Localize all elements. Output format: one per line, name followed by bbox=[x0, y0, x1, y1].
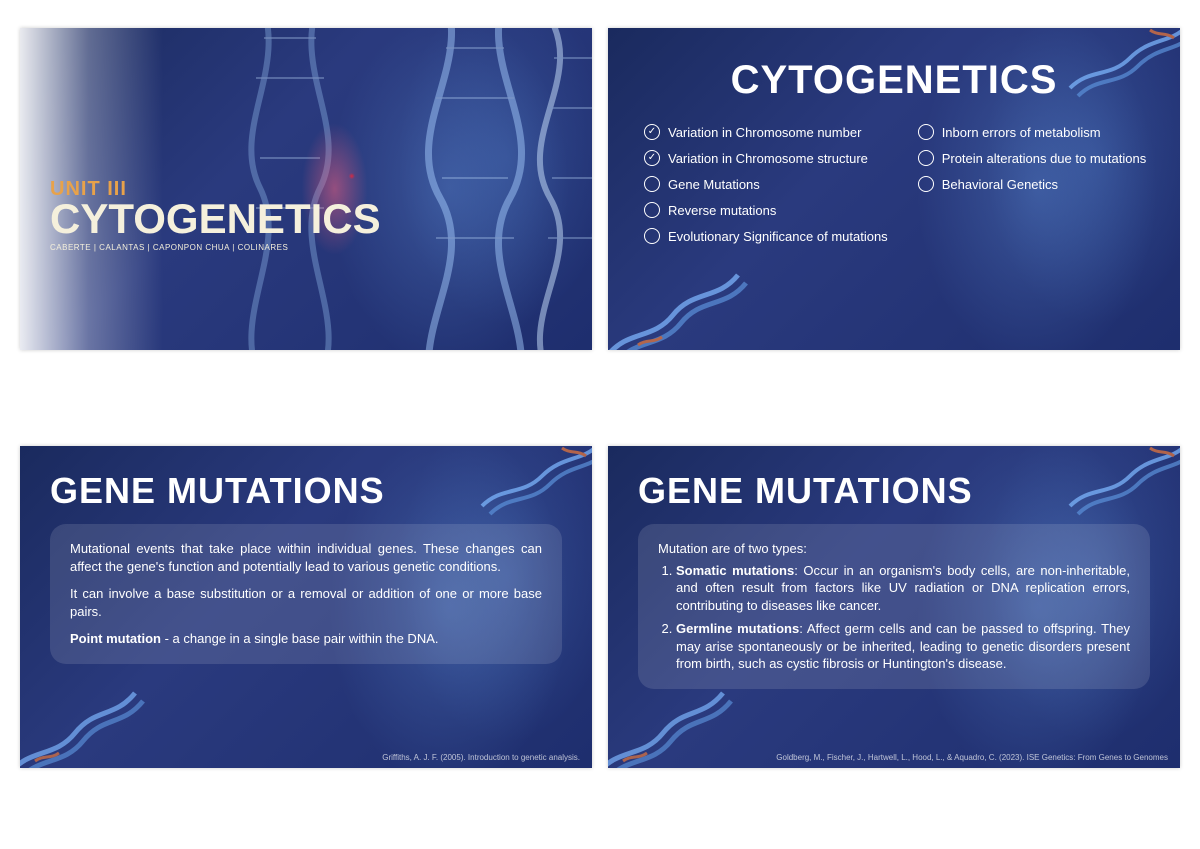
slide-gene-mutations-2: GENE MUTATIONS Mutation are of two types… bbox=[608, 446, 1180, 768]
slide3-p2: It can involve a base substitution or a … bbox=[70, 585, 542, 620]
dna-bottom-icon bbox=[20, 673, 150, 768]
slide3-citation: Griffiths, A. J. F. (2005). Introduction… bbox=[382, 753, 580, 762]
circle-icon bbox=[918, 124, 934, 140]
checklist-label: Behavioral Genetics bbox=[942, 177, 1058, 192]
slide-title: UNIT III CYTOGENETICS CABERTE | CALANTAS… bbox=[20, 28, 592, 350]
slide-overview: CYTOGENETICS ✓ Variation in Chromosome nu… bbox=[608, 28, 1180, 350]
slide-gene-mutations-1: GENE MUTATIONS Mutational events that ta… bbox=[20, 446, 592, 768]
slide3-textbox: Mutational events that take place within… bbox=[50, 524, 562, 664]
checklist-left: ✓ Variation in Chromosome number ✓ Variatio… bbox=[644, 124, 888, 244]
dna-corner-icon bbox=[1050, 446, 1180, 526]
slide4-intro: Mutation are of two types: bbox=[658, 540, 1130, 558]
slide3-p3: Point mutation - a change in a single ba… bbox=[70, 630, 542, 648]
checklist-item: Inborn errors of metabolism bbox=[918, 124, 1147, 140]
checklist-item: Gene Mutations bbox=[644, 176, 888, 192]
check-icon: ✓ bbox=[644, 124, 660, 140]
checklist-item: Protein alterations due to mutations bbox=[918, 150, 1147, 166]
circle-icon bbox=[918, 176, 934, 192]
checklist-label: Inborn errors of metabolism bbox=[942, 125, 1101, 140]
check-icon: ✓ bbox=[644, 150, 660, 166]
checklist-label: Variation in Chromosome number bbox=[668, 125, 861, 140]
checklist-label: Evolutionary Significance of mutations bbox=[668, 229, 888, 244]
checklist-columns: ✓ Variation in Chromosome number ✓ Variatio… bbox=[644, 124, 1160, 244]
slide4-item2: Germline mutations: Affect germ cells an… bbox=[676, 620, 1130, 673]
checklist-label: Protein alterations due to mutations bbox=[942, 151, 1147, 166]
checklist-item: Evolutionary Significance of mutations bbox=[644, 228, 888, 244]
checklist-item: Behavioral Genetics bbox=[918, 176, 1147, 192]
checklist-label: Gene Mutations bbox=[668, 177, 760, 192]
slide4-list: Somatic mutations: Occur in an organism'… bbox=[658, 562, 1130, 673]
slide4-item1: Somatic mutations: Occur in an organism'… bbox=[676, 562, 1130, 615]
slide2-title: CYTOGENETICS bbox=[608, 58, 1180, 103]
dna-corner-icon bbox=[462, 446, 592, 526]
slide3-title: GENE MUTATIONS bbox=[50, 470, 385, 512]
circle-icon bbox=[918, 150, 934, 166]
checklist-item: Reverse mutations bbox=[644, 202, 888, 218]
slide4-textbox: Mutation are of two types: Somatic mutat… bbox=[638, 524, 1150, 689]
checklist-item: ✓ Variation in Chromosome structure bbox=[644, 150, 888, 166]
dna-bottom-icon bbox=[608, 673, 738, 768]
circle-icon bbox=[644, 202, 660, 218]
checklist-label: Variation in Chromosome structure bbox=[668, 151, 868, 166]
checklist-right: Inborn errors of metabolism Protein alter… bbox=[918, 124, 1147, 244]
circle-icon bbox=[644, 228, 660, 244]
authors: CABERTE | CALANTAS | CAPONPON CHUA | COL… bbox=[50, 243, 381, 252]
checklist-item: ✓ Variation in Chromosome number bbox=[644, 124, 888, 140]
main-title: CYTOGENETICS bbox=[50, 199, 381, 239]
slide4-citation: Goldberg, M., Fischer, J., Hartwell, L.,… bbox=[776, 753, 1168, 762]
slide4-title: GENE MUTATIONS bbox=[638, 470, 973, 512]
title-block: UNIT III CYTOGENETICS CABERTE | CALANTAS… bbox=[50, 178, 381, 252]
dna-bottom-icon bbox=[608, 255, 758, 350]
checklist-label: Reverse mutations bbox=[668, 203, 776, 218]
circle-icon bbox=[644, 176, 660, 192]
slide3-p1: Mutational events that take place within… bbox=[70, 540, 542, 575]
